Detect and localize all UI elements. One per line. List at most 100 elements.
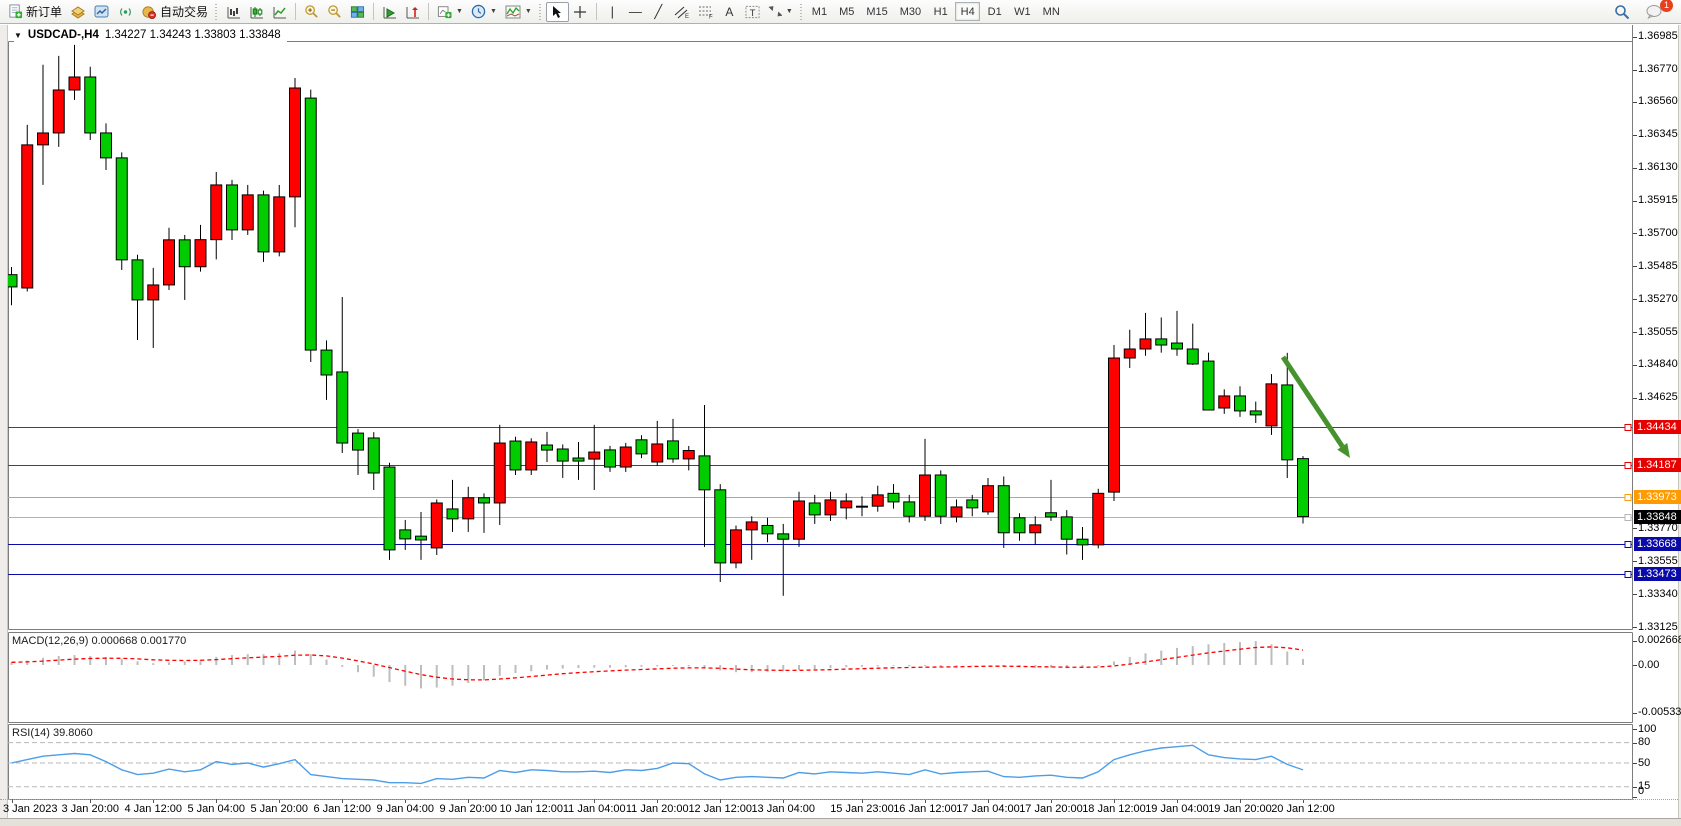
text-label-icon: T (745, 5, 760, 19)
rsi-tick-label: 50 (1638, 756, 1651, 769)
bar-chart-icon (227, 5, 241, 19)
zoom-in-button[interactable] (300, 2, 323, 22)
symbol-dropdown-icon[interactable]: ▼ (14, 30, 22, 40)
price-tick-label: 1.34625 (1638, 391, 1678, 404)
trend-arrow (1280, 355, 1345, 448)
timeframe-M1[interactable]: M1 (811, 5, 828, 18)
candle (430, 502, 443, 549)
candle (950, 506, 963, 518)
candle (1029, 524, 1042, 534)
tile-windows-icon (350, 5, 365, 19)
window-bottom-edge (0, 818, 1681, 826)
timeframe-MN[interactable]: MN (1042, 5, 1060, 18)
signal-button[interactable] (114, 2, 137, 22)
crosshair-button[interactable] (569, 2, 592, 22)
chevron-down-icon: ▼ (489, 8, 497, 15)
toolbar-grip[interactable] (537, 3, 543, 20)
candle (745, 521, 758, 531)
candle (541, 444, 553, 451)
candle (982, 485, 994, 513)
timeframe-M15[interactable]: M15 (866, 5, 888, 18)
time-label: 17 Jan 04:00 (956, 803, 1020, 815)
macd-canvas[interactable] (8, 630, 1633, 723)
price-line-badge: 1.33473 (1634, 566, 1681, 581)
time-label: 16 Jan 12:00 (893, 803, 957, 815)
trendline-button[interactable]: ╱ (647, 2, 670, 22)
zoom-out-button[interactable] (323, 2, 346, 22)
timeframe-D1[interactable]: D1 (987, 5, 1002, 18)
chart-window (0, 25, 1681, 818)
arrows-button[interactable]: ▼ (764, 2, 797, 22)
rsi-canvas[interactable] (8, 723, 1633, 800)
rsi-value: 39.8060 (52, 727, 93, 739)
candle (525, 441, 538, 471)
notifications-button[interactable]: 1 (1642, 0, 1673, 22)
price-tick-label: 1.35055 (1638, 325, 1678, 338)
chart-shift-button[interactable] (401, 2, 424, 22)
crosshair-icon (573, 5, 587, 19)
candle (147, 284, 160, 301)
time-label: 5 Jan 04:00 (187, 803, 246, 815)
time-label: 10 Jan 12:00 (499, 803, 564, 815)
text-button[interactable]: A (718, 2, 741, 22)
candle (1202, 360, 1215, 411)
timeframe-W1[interactable]: W1 (1014, 5, 1031, 18)
window-left-edge (0, 25, 8, 818)
candle (241, 194, 254, 231)
charts-gold-button[interactable] (66, 2, 90, 22)
bar-chart-button[interactable] (222, 2, 245, 22)
time-label: 18 Jan 12:00 (1082, 803, 1146, 815)
chart-autoscroll-button[interactable] (378, 2, 401, 22)
time-tick (216, 799, 218, 803)
horizontal-line-button[interactable]: — (624, 2, 647, 22)
candle (572, 457, 585, 462)
market-watch-button[interactable] (90, 2, 114, 22)
candle (415, 535, 427, 541)
candle (1092, 492, 1105, 546)
candle (651, 443, 664, 463)
candle (824, 499, 837, 516)
price-tick-label: 1.33770 (1638, 521, 1678, 534)
time-tick (988, 799, 989, 803)
candle (887, 492, 900, 503)
text-label-button[interactable]: T (741, 2, 764, 22)
rsi-tick-label: 100 (1638, 722, 1657, 735)
search-button[interactable] (1610, 2, 1634, 22)
candlestick-button[interactable] (245, 2, 268, 22)
chart-title-bar[interactable]: ▼ USDCAD-,H4 1.34227 1.34243 1.33803 1.3… (14, 28, 287, 42)
time-label: 5 Jan 20:00 (250, 803, 309, 815)
equidistant-channel-button[interactable]: E (670, 2, 694, 22)
new-chart-button[interactable]: ▼ (433, 2, 467, 22)
timeframe-M30[interactable]: M30 (899, 5, 922, 18)
macd-tick-label: 0.002668 (1638, 634, 1681, 647)
toolbar-grip[interactable] (214, 3, 220, 20)
price-line-handle (1624, 462, 1632, 469)
price-tick-dash (1633, 167, 1637, 169)
timeframe-M5[interactable]: M5 (839, 5, 855, 18)
fibonacci-button[interactable]: F (694, 2, 718, 22)
price-tick-label: 1.35485 (1638, 259, 1678, 272)
timeframe-H4[interactable]: H4 (955, 2, 981, 21)
tile-windows-button[interactable] (346, 2, 369, 22)
rsi-label: RSI(14) 39.8060 (12, 727, 93, 739)
candle (163, 239, 175, 286)
period-button[interactable]: ▼ (467, 2, 501, 22)
time-label: 17 Jan 20:00 (1019, 803, 1083, 815)
vertical-line-button[interactable]: | (601, 2, 624, 22)
price-tick-label: 1.36560 (1638, 95, 1678, 108)
new-order-button[interactable]: 新订单 (4, 2, 66, 22)
rsi-tick-label: 0 (1638, 784, 1645, 797)
new-order-icon (8, 4, 23, 19)
toolbar-grip[interactable] (798, 3, 804, 20)
panel-divider[interactable] (0, 799, 1678, 800)
indicators-button[interactable]: ▼ (501, 2, 536, 22)
main-chart-canvas[interactable] (8, 25, 1633, 630)
time-tick (1303, 799, 1304, 803)
autotrade-button[interactable]: 自动交易 (137, 2, 212, 22)
cursor-button[interactable] (545, 1, 569, 22)
candle (1171, 342, 1183, 350)
candle (37, 132, 49, 146)
line-chart-button[interactable] (268, 2, 291, 22)
timeframe-H1[interactable]: H1 (933, 5, 948, 18)
autotrade-icon (141, 5, 157, 19)
